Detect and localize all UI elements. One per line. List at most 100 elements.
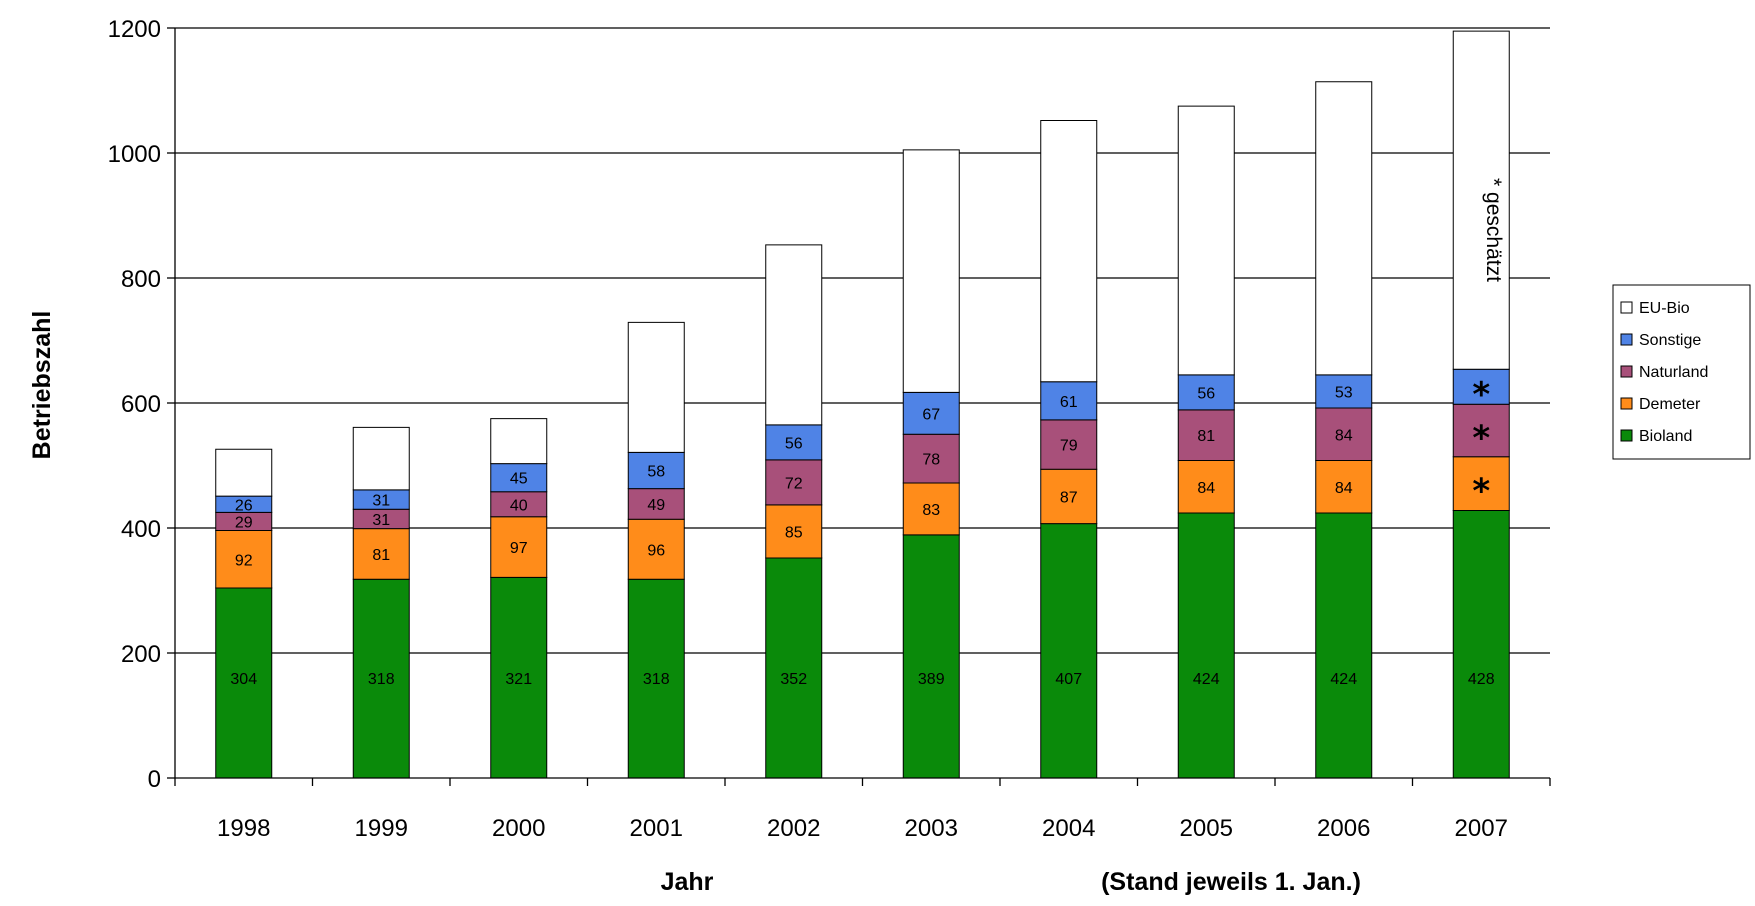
data-label-naturland-2005: 81 [1197, 428, 1215, 445]
bar-bioland-2006 [1315, 512, 1373, 779]
data-label-sonstige-2000: 45 [510, 471, 528, 488]
legend-swatch-demeter [1620, 397, 1633, 410]
legend-label-demeter: Demeter [1639, 396, 1701, 413]
legend-swatch-sonstige [1620, 333, 1633, 346]
bar-sonstige-2002 [765, 424, 823, 461]
bar-sonstige-2001 [627, 451, 685, 490]
data-label-naturland-2003: 78 [922, 452, 940, 469]
bar-demeter-2001 [627, 518, 685, 580]
bar-naturland-2001 [627, 488, 685, 520]
bar-naturland-2002 [765, 459, 823, 506]
bar-eu-bio-2000 [490, 418, 548, 465]
legend-label-sonstige: Sonstige [1639, 332, 1701, 349]
data-label-demeter-1998: 92 [235, 552, 253, 569]
data-label-demeter-2005: 84 [1197, 480, 1215, 497]
data-label-demeter-2002: 85 [785, 524, 803, 541]
bar-bioland-2005 [1177, 512, 1235, 779]
bar-sonstige-2007 [1452, 368, 1510, 405]
bar-bioland-2007 [1452, 510, 1510, 779]
x-tick-label-2004: 2004 [1042, 815, 1095, 842]
data-label-sonstige-2007: * [1472, 375, 1490, 415]
data-label-naturland-2004: 79 [1060, 438, 1078, 455]
bar-eu-bio-2003 [902, 149, 960, 393]
y-tick-label: 800 [121, 266, 161, 293]
data-label-bioland-2007: 428 [1468, 671, 1495, 688]
bar-demeter-2003 [902, 482, 960, 536]
axes: 0 200 400 600 800 1000 1200 1998 1999 2000 2001 200… [108, 16, 1551, 842]
bar-eu-bio-2004 [1040, 120, 1098, 383]
y-tick-label: 400 [121, 516, 161, 543]
legend-box [1612, 284, 1751, 460]
bar-sonstige-2004 [1040, 381, 1098, 421]
legend-label-bioland: Bioland [1639, 428, 1692, 445]
data-label-bioland-2000: 321 [505, 671, 532, 688]
y-tick-label: 1200 [108, 16, 161, 43]
bar-demeter-2006 [1315, 460, 1373, 514]
data-label-naturland-1998: 29 [235, 514, 253, 531]
x-axis-title: Jahr [661, 868, 714, 896]
data-label-bioland-2003: 389 [918, 671, 945, 688]
bar-eu-bio-2005 [1177, 105, 1235, 376]
bar-eu-bio-2007 [1452, 30, 1510, 370]
data-label-bioland-2002: 352 [780, 671, 807, 688]
bar-naturland-2000 [490, 491, 548, 518]
data-label-naturland-2007: * [1472, 419, 1490, 459]
bar-bioland-2001 [627, 578, 685, 779]
x-tick-label-2005: 2005 [1180, 815, 1233, 842]
bar-eu-bio-2006 [1315, 81, 1373, 376]
data-label-sonstige-2002: 56 [785, 435, 803, 452]
estimate-annotation: * geschätzt [1482, 178, 1505, 282]
bar-eu-bio-2002 [765, 244, 823, 426]
data-label-bioland-1998: 304 [230, 671, 257, 688]
stand-note: (Stand jeweils 1. Jan.) [1101, 868, 1361, 896]
legend-label-naturland: Naturland [1639, 364, 1708, 381]
bar-sonstige-2006 [1315, 374, 1373, 409]
data-label-demeter-2000: 97 [510, 540, 528, 557]
legend-swatch-eu-bio [1620, 301, 1633, 314]
bar-bioland-2003 [902, 534, 960, 779]
bar-demeter-2007 [1452, 456, 1510, 511]
bar-demeter-2004 [1040, 468, 1098, 525]
bar-bioland-2000 [490, 576, 548, 779]
x-tick-label-1998: 1998 [217, 815, 270, 842]
y-tick-label: 0 [148, 766, 161, 793]
data-label-sonstige-2005: 56 [1197, 385, 1215, 402]
bar-demeter-2000 [490, 516, 548, 578]
bar-bioland-2002 [765, 557, 823, 779]
bar-naturland-2007 [1452, 403, 1510, 458]
data-label-sonstige-2006: 53 [1335, 384, 1353, 401]
x-tick-label-2003: 2003 [905, 815, 958, 842]
bar-sonstige-2005 [1177, 374, 1235, 411]
x-tick-label-2002: 2002 [767, 815, 820, 842]
y-tick-label: 1000 [108, 141, 161, 168]
data-label-naturland-1999: 31 [372, 512, 390, 529]
bar-naturland-2006 [1315, 407, 1373, 461]
data-label-naturland-2006: 84 [1335, 427, 1353, 444]
x-tick-label-2006: 2006 [1317, 815, 1370, 842]
data-label-bioland-2004: 407 [1055, 671, 1082, 688]
data-label-sonstige-2003: 67 [922, 406, 940, 423]
bar-demeter-1998 [215, 530, 273, 589]
legend-label-eu-bio: EU-Bio [1639, 300, 1690, 317]
bar-naturland-2005 [1177, 409, 1235, 461]
bar-eu-bio-1998 [215, 448, 273, 497]
bar-bioland-2004 [1040, 523, 1098, 779]
bar-sonstige-2003 [902, 391, 960, 435]
data-label-sonstige-1998: 26 [235, 497, 253, 514]
data-label-demeter-2006: 84 [1335, 480, 1353, 497]
x-tick-label-2001: 2001 [630, 815, 683, 842]
bar-eu-bio-2001 [627, 321, 685, 453]
data-label-bioland-2005: 424 [1193, 671, 1220, 688]
data-label-bioland-2001: 318 [643, 671, 670, 688]
x-tick-label-2007: 2007 [1455, 815, 1508, 842]
legend-swatch-naturland [1620, 365, 1633, 378]
legend: EU-Bio Sonstige Naturland Demeter Bioland [1612, 284, 1751, 460]
data-label-demeter-2003: 83 [922, 502, 940, 519]
data-label-sonstige-2004: 61 [1060, 394, 1078, 411]
x-tick-label-1999: 1999 [355, 815, 408, 842]
data-label-sonstige-1999: 31 [372, 493, 390, 510]
bar-naturland-2003 [902, 433, 960, 484]
data-label-sonstige-2001: 58 [647, 464, 665, 481]
data-label-bioland-1999: 318 [368, 671, 395, 688]
